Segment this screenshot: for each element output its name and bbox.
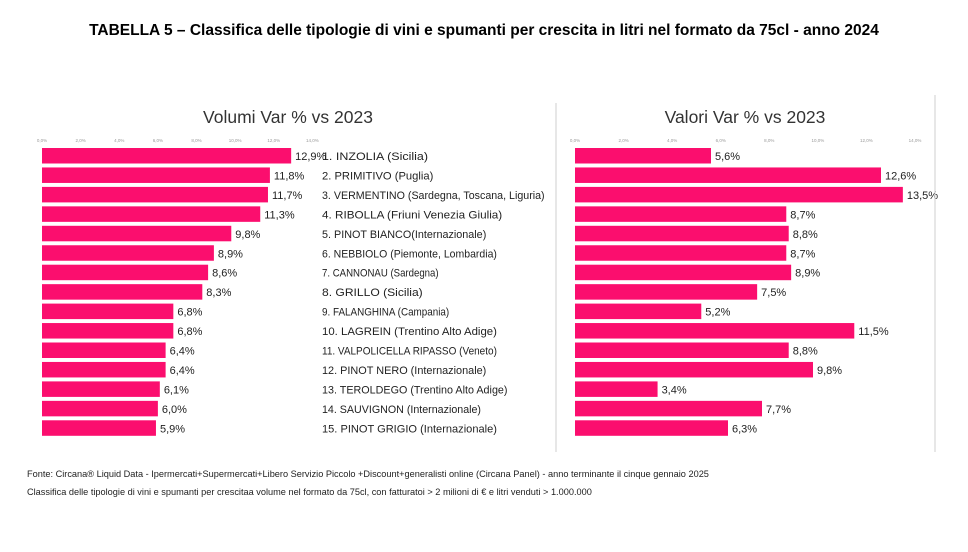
data-label: 12,9% (295, 151, 326, 163)
bar (42, 323, 174, 339)
x-tick-label: 8,0% (764, 138, 774, 143)
x-tick-label: 0,0% (37, 138, 47, 143)
data-label: 6,8% (177, 326, 202, 338)
data-label: 8,7% (790, 209, 815, 221)
bar (575, 381, 658, 397)
category-label: 1. INZOLIA (Sicilia) (322, 151, 428, 163)
data-label: 3,4% (662, 384, 687, 396)
category-label: 15. PINOT GRIGIO (Internazionale) (322, 423, 497, 435)
data-label: 13,5% (907, 190, 938, 202)
category-label: 10. LAGREIN (Trentino Alto Adige) (322, 326, 497, 338)
bar (42, 361, 166, 378)
data-label: 11,5% (858, 326, 889, 338)
bar (575, 420, 728, 436)
bar (42, 225, 232, 242)
x-tick-label: 4,0% (114, 138, 124, 143)
bar (575, 264, 792, 281)
volumi-chart: Volumi Var % vs 2023 0,0% 2,0% 4,0% 6,0% 8,0%… (37, 107, 545, 436)
data-label: 8,9% (795, 268, 820, 280)
x-tick-label: 2,0% (618, 138, 628, 143)
data-label: 7,7% (766, 404, 791, 416)
x-tick-label: 4,0% (667, 138, 677, 143)
x-tick-label: 12,0% (860, 138, 873, 143)
x-tick-label: 6,0% (716, 138, 726, 143)
x-tick-label: 14,0% (306, 138, 319, 143)
bar (42, 167, 270, 183)
x-tick-label: 12,0% (267, 138, 280, 143)
data-label: 11,3% (264, 209, 295, 221)
bar (42, 245, 214, 261)
x-tick-label: 6,0% (153, 138, 163, 143)
data-label: 8,8% (793, 346, 818, 358)
x-tick-label: 10,0% (229, 138, 242, 143)
category-label: 2. PRIMITIVO (Puglia) (322, 170, 433, 182)
data-label: 6,1% (164, 384, 189, 396)
data-label: 8,9% (218, 248, 243, 260)
category-label: 3. VERMENTINO (Sardegna, Toscana, Liguri… (322, 190, 545, 202)
category-label: 7. CANNONAU (Sardegna) (322, 268, 439, 280)
bar (575, 148, 711, 164)
category-label: 4. RIBOLLA (Friuni Venezia Giulia) (322, 209, 502, 221)
data-label: 6,4% (170, 365, 195, 377)
bar (42, 284, 203, 300)
data-label: 11,7% (272, 190, 303, 202)
bar (575, 323, 855, 339)
data-label: 6,3% (732, 423, 757, 435)
bar (575, 245, 787, 261)
bar (42, 400, 158, 417)
data-label: 5,2% (705, 307, 730, 319)
bar (575, 225, 789, 242)
bar (575, 206, 787, 222)
bar (42, 206, 261, 222)
data-label: 7,5% (761, 287, 786, 299)
category-label: 5. PINOT BIANCO(Internazionale) (322, 229, 486, 241)
data-label: 8,7% (790, 248, 815, 260)
bar (42, 264, 209, 281)
data-label: 8,3% (206, 287, 231, 299)
chart-title: Volumi Var % vs 2023 (203, 107, 373, 127)
methodology-note: Classifica delle tipologie di vini e spu… (27, 487, 592, 497)
data-label: 12,6% (885, 170, 916, 182)
data-label: 6,0% (162, 404, 187, 416)
bar (575, 361, 813, 378)
chart-title: Valori Var % vs 2023 (665, 107, 826, 127)
data-label: 6,4% (170, 346, 195, 358)
bar (575, 186, 903, 203)
x-tick-label: 8,0% (191, 138, 201, 143)
bar (575, 167, 881, 183)
data-label: 8,8% (793, 229, 818, 241)
category-label: 8. GRILLO (Sicilia) (322, 287, 423, 299)
bar (42, 148, 292, 164)
category-label: 12. PINOT NERO (Internazionale) (322, 365, 486, 377)
data-label: 8,6% (212, 268, 237, 280)
bar (42, 186, 268, 203)
data-label: 11,8% (274, 170, 305, 182)
valori-chart: Valori Var % vs 2023 0,0% 2,0% 4,0% 6,0% 8,0%… (570, 107, 938, 436)
bar (42, 303, 174, 320)
data-label: 9,8% (817, 365, 842, 377)
bar (575, 303, 702, 320)
bar (42, 381, 160, 397)
bar (575, 284, 758, 300)
category-label: 6. NEBBIOLO (Piemonte, Lombardia) (322, 248, 497, 260)
category-label: 13. TEROLDEGO (Trentino Alto Adige) (322, 384, 508, 396)
page-title: TABELLA 5 – Classifica delle tipologie d… (89, 22, 879, 39)
bar (42, 420, 156, 436)
source-note: Fonte: Circana® Liquid Data - Ipermercat… (27, 469, 709, 479)
data-label: 6,8% (177, 307, 202, 319)
category-label: 11. VALPOLICELLA RIPASSO (Veneto) (322, 346, 497, 358)
bar (575, 400, 762, 417)
x-tick-label: 14,0% (909, 138, 922, 143)
category-label: 14. SAUVIGNON (Internazionale) (322, 404, 481, 416)
x-tick-label: 10,0% (811, 138, 824, 143)
data-label: 5,6% (715, 151, 740, 163)
x-tick-label: 2,0% (75, 138, 85, 143)
category-label: 9. FALANGHINA (Campania) (322, 307, 449, 319)
data-label: 9,8% (235, 229, 260, 241)
x-tick-label: 0,0% (570, 138, 580, 143)
data-label: 5,9% (160, 423, 185, 435)
bar (42, 342, 166, 358)
bar (575, 342, 789, 358)
